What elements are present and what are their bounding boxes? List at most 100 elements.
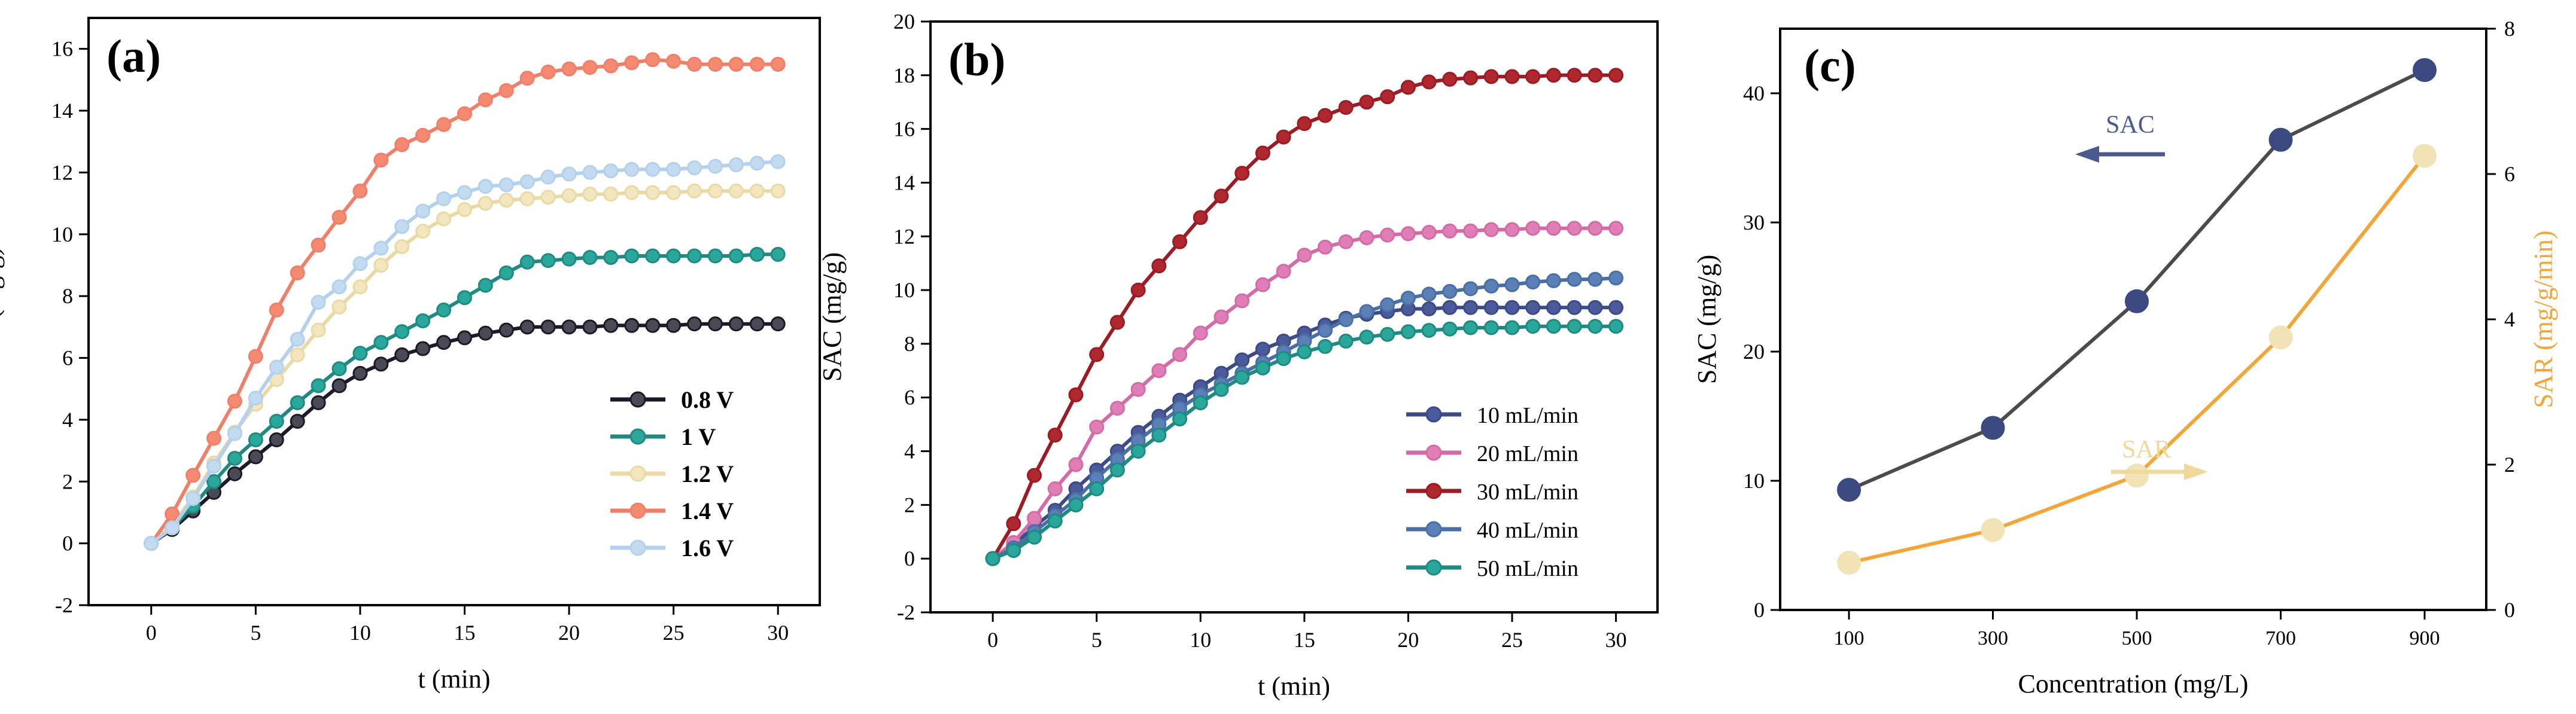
y-tick-label: 0 xyxy=(904,547,915,570)
data-point xyxy=(1421,286,1437,302)
data-point xyxy=(540,169,556,185)
data-point xyxy=(1172,234,1188,249)
y-tick-label: 12 xyxy=(893,224,915,248)
x-tick-label: 15 xyxy=(454,621,475,645)
data-point xyxy=(666,161,682,177)
data-point xyxy=(415,203,431,219)
data-point xyxy=(1587,319,1603,334)
data-point xyxy=(1546,221,1561,236)
data-point xyxy=(687,160,702,176)
data-point xyxy=(2125,463,2149,488)
data-point xyxy=(165,520,180,536)
data-point xyxy=(227,451,242,466)
data-point xyxy=(728,316,744,332)
data-point xyxy=(373,240,389,256)
data-point xyxy=(666,248,682,264)
data-point xyxy=(436,211,452,227)
x-tick-label: 700 xyxy=(2265,627,2296,649)
data-point xyxy=(1047,428,1063,443)
data-point xyxy=(290,413,305,429)
data-point xyxy=(1421,301,1437,317)
data-point xyxy=(1359,304,1374,319)
data-point xyxy=(519,254,535,270)
data-point xyxy=(540,64,556,80)
series-sar xyxy=(1837,144,2437,575)
data-point xyxy=(1567,271,1582,287)
data-point xyxy=(290,332,305,347)
data-point xyxy=(603,58,619,74)
data-point xyxy=(645,248,661,264)
data-point xyxy=(1338,333,1354,349)
data-point xyxy=(770,316,786,332)
data-point xyxy=(1109,315,1125,330)
series-line xyxy=(992,226,1616,560)
x-tick-label: 500 xyxy=(2122,627,2152,649)
data-point xyxy=(436,302,452,318)
data-point xyxy=(985,551,1000,566)
legend-entry: 1 V xyxy=(681,423,716,450)
data-point xyxy=(707,158,723,174)
data-point xyxy=(498,265,514,280)
data-point xyxy=(1276,264,1291,279)
data-point xyxy=(352,279,368,295)
data-point xyxy=(1421,74,1437,90)
y-tick-label: 10 xyxy=(1743,469,1765,493)
data-point xyxy=(373,152,389,168)
data-point xyxy=(331,378,347,393)
legend-swatch-marker xyxy=(629,502,646,519)
data-point xyxy=(728,183,744,199)
series-sac xyxy=(1837,58,2437,502)
y-tick-label: 20 xyxy=(1743,340,1765,364)
data-point xyxy=(269,302,284,318)
data-point xyxy=(1525,274,1541,290)
data-point xyxy=(248,449,263,465)
y-tick-label: 14 xyxy=(51,99,73,123)
data-point xyxy=(1567,319,1582,334)
data-point xyxy=(1151,428,1167,443)
panel-c: 100 300 500 700 900 0 10 20 30 40 0 2 4 6 8 Concentrati… xyxy=(1692,17,2558,698)
data-point xyxy=(1587,221,1603,236)
data-point xyxy=(1483,222,1499,237)
y-axis-label: SAC (mg/g) xyxy=(817,252,847,382)
data-point xyxy=(415,127,431,143)
data-point xyxy=(1463,320,1479,335)
legend-entry: 50 mL/min xyxy=(1477,556,1579,581)
legend-swatch-marker xyxy=(1425,406,1442,423)
data-point xyxy=(1297,248,1312,263)
legend-swatch-marker xyxy=(629,539,646,556)
data-point xyxy=(728,57,744,72)
data-point xyxy=(1483,278,1499,294)
legend-swatch-marker xyxy=(1425,521,1442,538)
annotation-sar: SAR xyxy=(2122,436,2171,463)
data-point xyxy=(749,183,765,199)
x-tick-label: 10 xyxy=(349,621,371,645)
data-point xyxy=(666,53,682,69)
data-point xyxy=(1380,297,1395,313)
data-point xyxy=(1255,145,1270,161)
data-point xyxy=(1047,481,1063,496)
y-tick-label: 16 xyxy=(893,117,915,141)
data-point xyxy=(1837,478,1861,502)
x-tick-label: 10 xyxy=(1190,628,1211,652)
data-point xyxy=(645,318,661,333)
data-point xyxy=(561,188,577,203)
y-tick-label: 18 xyxy=(893,63,915,87)
data-point xyxy=(1546,300,1561,315)
data-point xyxy=(1318,322,1333,338)
data-point xyxy=(728,157,744,172)
data-point xyxy=(269,432,284,447)
data-point xyxy=(1027,468,1042,483)
data-point xyxy=(666,185,682,200)
data-point xyxy=(749,57,765,72)
data-point xyxy=(749,155,765,171)
data-point xyxy=(352,183,368,199)
series-line xyxy=(150,189,778,545)
data-point xyxy=(1608,270,1624,286)
data-point xyxy=(561,166,577,182)
data-point xyxy=(1421,225,1437,240)
series-line xyxy=(1848,154,2426,565)
data-point xyxy=(1027,529,1042,545)
data-point xyxy=(2413,58,2437,83)
data-point xyxy=(519,174,535,190)
y-tick-label-right: 8 xyxy=(2504,17,2515,41)
